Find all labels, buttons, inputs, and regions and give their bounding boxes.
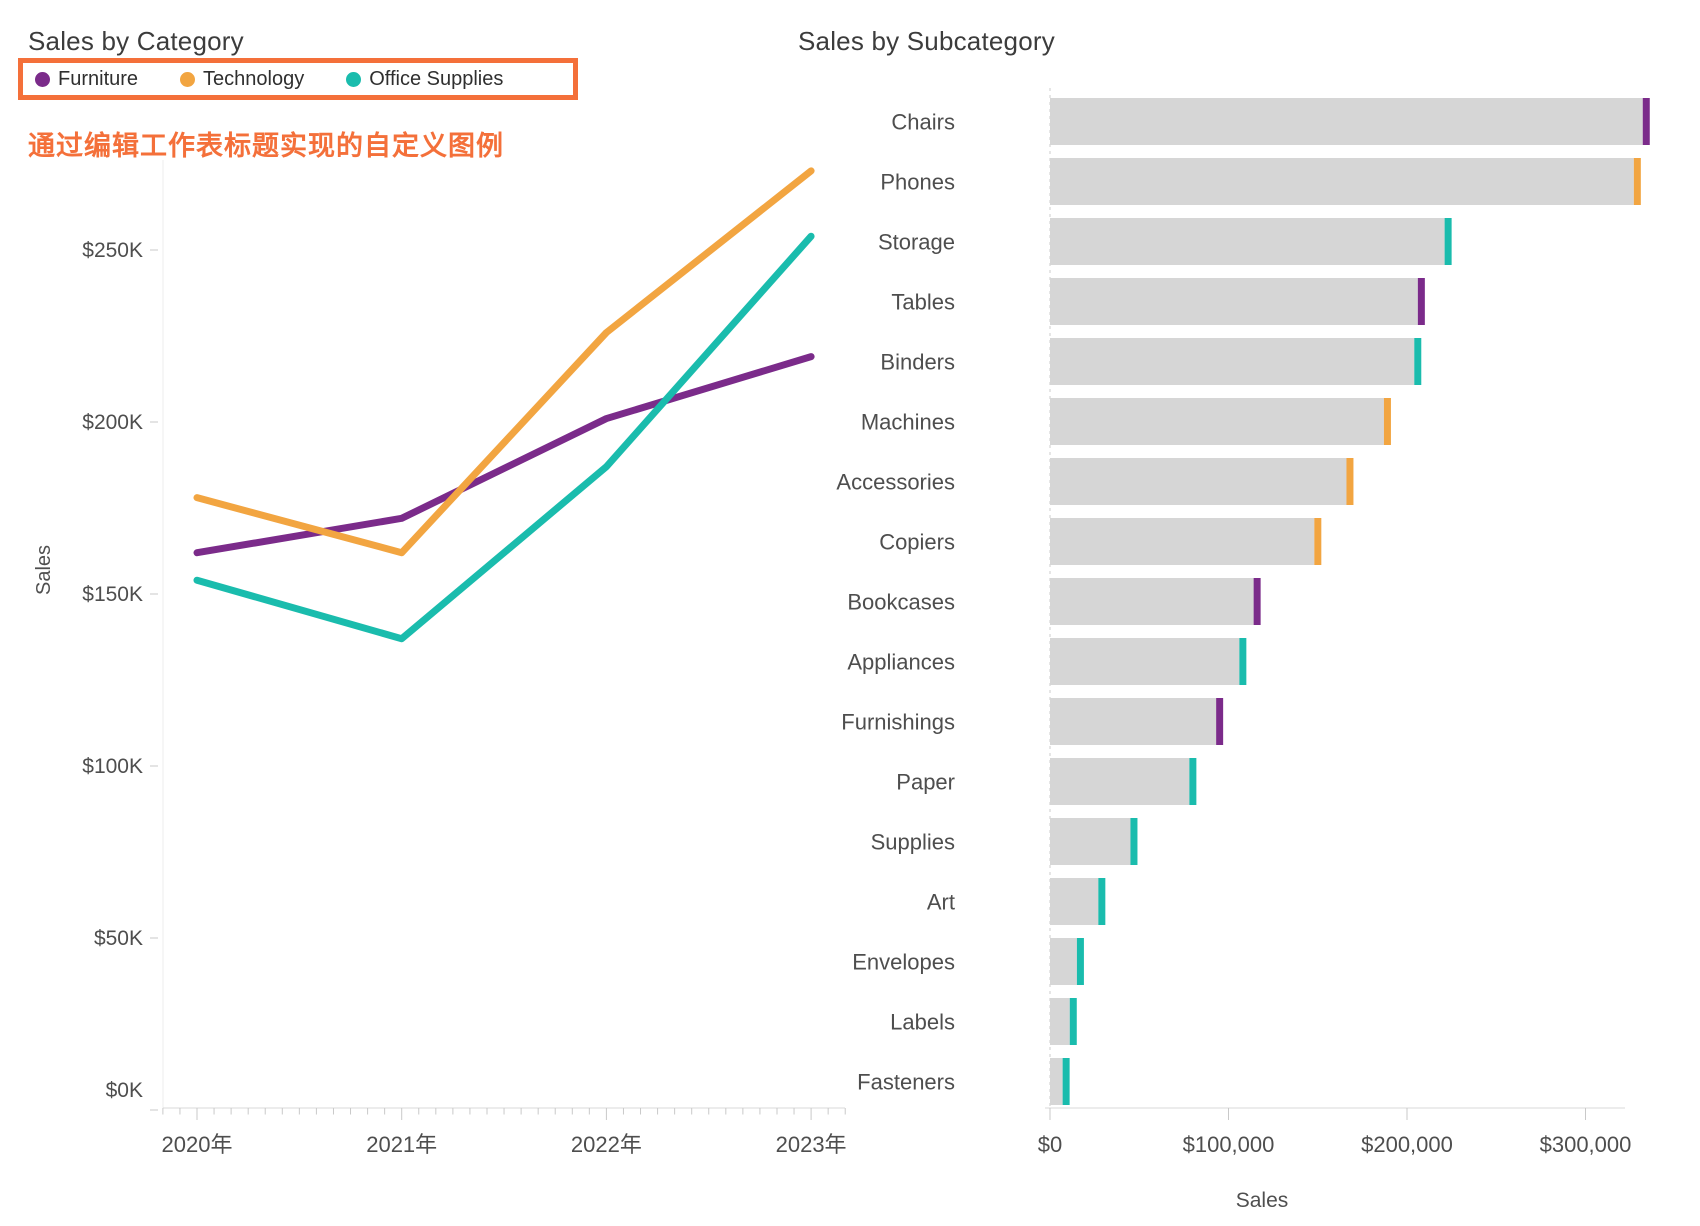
y-axis-tick-label: $250K	[82, 239, 143, 262]
bar-category-label: Copiers	[879, 530, 955, 555]
technology-color-dot	[180, 71, 196, 87]
line-series-technology[interactable]	[193, 167, 815, 557]
bar-tip-storage[interactable]	[1444, 218, 1452, 265]
bar-category-label: Envelopes	[852, 950, 955, 975]
bar-category-label: Machines	[861, 410, 955, 435]
legend-item-label: Furniture	[58, 67, 139, 90]
custom-legend-annotation: 通过编辑工作表标题实现的自定义图例	[28, 131, 504, 161]
bar-tip-chairs[interactable]	[1642, 98, 1650, 145]
bar-furnishings[interactable]	[1050, 698, 1217, 745]
x-axis-tick-label: $200,000	[1361, 1132, 1453, 1157]
bar-category-label: Storage	[878, 230, 955, 255]
bar-labels[interactable]	[1050, 998, 1070, 1045]
y-axis-tick-label: $0K	[106, 1079, 143, 1102]
bar-category-label: Tables	[891, 290, 955, 315]
furniture-color-dot	[35, 71, 50, 87]
bar-phones[interactable]	[1050, 158, 1634, 205]
x-axis-tick-label: 2020年	[162, 1132, 233, 1157]
bar-supplies[interactable]	[1050, 818, 1131, 865]
bar-chairs[interactable]	[1050, 98, 1643, 145]
legend-item-office-supplies: Office Supplies	[346, 68, 503, 91]
bar-category-label: Accessories	[836, 470, 955, 495]
bar-tip-copiers[interactable]	[1314, 518, 1322, 565]
bar-tip-machines[interactable]	[1383, 398, 1391, 445]
line-series-furniture[interactable]	[193, 353, 815, 557]
bar-category-label: Paper	[896, 770, 955, 795]
bar-tip-paper[interactable]	[1189, 758, 1197, 805]
bar-category-label: Supplies	[871, 830, 955, 855]
legend-item-technology: Technology	[180, 68, 304, 91]
bar-machines[interactable]	[1050, 398, 1384, 445]
bar-tip-phones[interactable]	[1633, 158, 1641, 205]
bar-paper[interactable]	[1050, 758, 1190, 805]
bar-tip-art[interactable]	[1098, 878, 1106, 925]
y-axis-tick-label: $200K	[82, 411, 143, 434]
custom-legend-box: Furniture Technology Office Supplies	[18, 58, 578, 100]
bar-tip-envelopes[interactable]	[1076, 938, 1084, 985]
bar-category-label: Fasteners	[857, 1070, 955, 1095]
bar-category-label: Appliances	[847, 650, 955, 675]
x-axis-tick-label: $100,000	[1183, 1132, 1275, 1157]
x-axis-tick-label: $300,000	[1540, 1132, 1632, 1157]
bar-category-label: Phones	[880, 170, 955, 195]
right-chart-title: Sales by Subcategory	[798, 26, 1055, 56]
legend-item-label: Technology	[203, 67, 305, 90]
bar-tip-binders[interactable]	[1414, 338, 1422, 385]
bar-appliances[interactable]	[1050, 638, 1240, 685]
bar-storage[interactable]	[1050, 218, 1445, 265]
x-axis-tick-label: $0	[1038, 1132, 1062, 1157]
y-axis-tick-label: $150K	[82, 583, 143, 606]
bar-category-label: Furnishings	[841, 710, 955, 735]
bar-fasteners[interactable]	[1050, 1058, 1063, 1105]
bar-tip-fasteners[interactable]	[1062, 1058, 1070, 1105]
y-axis-tick-label: $50K	[94, 927, 143, 950]
y-axis-tick-label: $100K	[82, 755, 143, 778]
left-chart-title: Sales by Category	[28, 26, 244, 56]
bar-tables[interactable]	[1050, 278, 1418, 325]
bar-accessories[interactable]	[1050, 458, 1347, 505]
bar-category-label: Art	[927, 890, 955, 915]
right-x-axis-title: Sales	[1236, 1189, 1289, 1212]
bar-art[interactable]	[1050, 878, 1099, 925]
line-series-office-supplies[interactable]	[193, 232, 815, 643]
office-supplies-color-dot	[346, 71, 362, 87]
bar-bookcases[interactable]	[1050, 578, 1254, 625]
bar-envelopes[interactable]	[1050, 938, 1077, 985]
legend-item-furniture: Furniture	[35, 68, 138, 91]
bar-tip-appliances[interactable]	[1239, 638, 1247, 685]
bar-tip-supplies[interactable]	[1130, 818, 1138, 865]
bar-tip-accessories[interactable]	[1346, 458, 1354, 505]
bar-category-label: Binders	[880, 350, 955, 375]
bar-copiers[interactable]	[1050, 518, 1315, 565]
bar-binders[interactable]	[1050, 338, 1415, 385]
x-axis-tick-label: 2023年	[776, 1132, 847, 1157]
x-axis-tick-label: 2022年	[571, 1132, 642, 1157]
legend-item-label: Office Supplies	[369, 67, 504, 90]
bar-tip-bookcases[interactable]	[1253, 578, 1261, 625]
bar-category-label: Bookcases	[847, 590, 955, 615]
x-axis-tick-label: 2021年	[366, 1132, 437, 1157]
bar-category-label: Chairs	[891, 110, 955, 135]
left-y-axis-title: Sales	[33, 545, 55, 595]
bar-tip-labels[interactable]	[1069, 998, 1077, 1045]
bar-category-label: Labels	[890, 1010, 955, 1035]
bar-tip-furnishings[interactable]	[1216, 698, 1224, 745]
bar-tip-tables[interactable]	[1417, 278, 1425, 325]
